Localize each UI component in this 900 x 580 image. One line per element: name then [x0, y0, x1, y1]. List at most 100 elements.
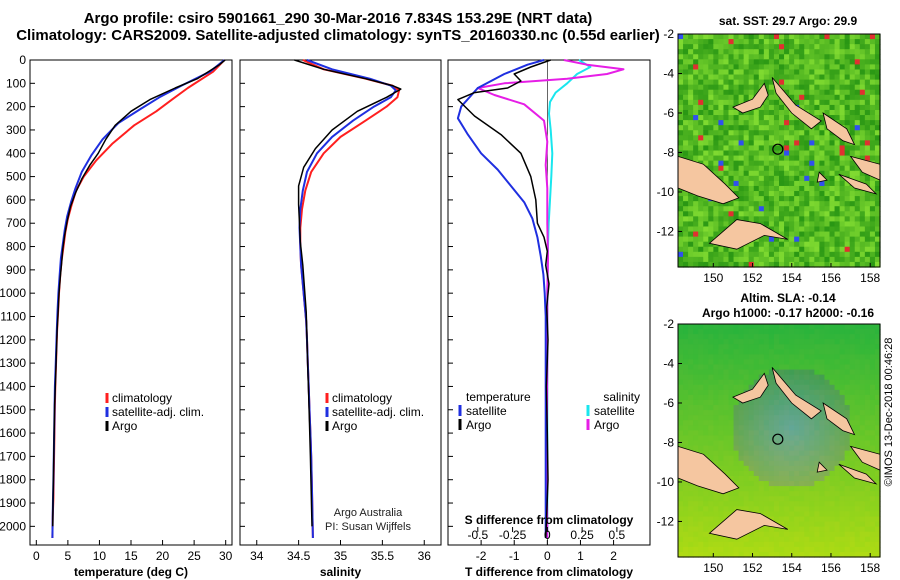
sst-map-cell [683, 191, 689, 197]
sst-map-cell [738, 115, 745, 121]
sla-map-cell [819, 394, 826, 401]
sst-map-cell [683, 150, 689, 157]
sla-map-lat-tick-label: -2 [663, 317, 674, 331]
sst-map-cell [874, 206, 881, 212]
sdiff-tick-label: 0.5 [609, 528, 626, 542]
sla-map-cell [869, 334, 876, 340]
sla-map-cell [834, 481, 841, 487]
sla-map-cell [814, 425, 820, 431]
sla-map-cell [804, 440, 810, 447]
sst-map-cell [869, 241, 876, 248]
sla-map-cell [753, 470, 760, 477]
sst-map-cell [688, 69, 694, 76]
sla-map-cell [748, 470, 755, 477]
sst-map-cell [748, 125, 755, 131]
sla-map-cell [753, 435, 760, 442]
sla-map-cell [859, 521, 866, 528]
sla-map-cell [748, 491, 755, 497]
sst-map-cell [869, 74, 876, 81]
sla-map-cell [683, 521, 689, 528]
sst-map-cell [799, 59, 805, 65]
sla-map-cell [869, 546, 876, 553]
sla-map-cell [804, 435, 810, 442]
sla-map-cell [733, 339, 740, 345]
sst-map-cell [784, 246, 790, 253]
sst-map-cell [708, 206, 714, 212]
sla-map-cell [869, 536, 876, 543]
sla-map-cell [844, 384, 851, 391]
sla-map-cell [678, 344, 684, 350]
sla-map-cell [723, 445, 730, 452]
sst-map-cell [814, 94, 820, 101]
sst-map-cell [834, 59, 841, 65]
sla-map-cell [708, 384, 714, 391]
sst-map-cell [849, 216, 856, 223]
sst-map-cell [859, 44, 866, 50]
sla-map-cell [789, 481, 795, 487]
sst-map-land [708, 219, 788, 250]
sst-map-cell [844, 155, 851, 162]
sla-map-cell [859, 374, 866, 381]
sst-map-cell [718, 120, 725, 126]
sst-map-cell [733, 109, 740, 116]
sst-map-cell [683, 261, 689, 268]
sla-map-cell [819, 496, 826, 502]
sla-map-cell [779, 435, 785, 442]
temperature-argo-diff-line [457, 59, 551, 539]
sla-map-cell [864, 465, 871, 472]
sst-map-cell [799, 160, 805, 167]
sst-map-cell [758, 59, 765, 65]
sst-map-cell [829, 109, 836, 116]
sst-map-cell [864, 94, 871, 101]
sla-map-cell [683, 420, 689, 426]
sla-map-cell [869, 420, 876, 426]
sla-map-cell [834, 465, 841, 472]
sla-map-cell [763, 425, 770, 431]
sst-map-cell [809, 74, 815, 81]
sst-map-cell [738, 170, 745, 177]
sst-map-cell [829, 150, 836, 157]
sst-map-cell [789, 201, 795, 207]
sst-map-cell [713, 165, 719, 172]
sst-map-cell [824, 201, 831, 207]
sla-map-cell [814, 389, 820, 396]
sla-map-cell [723, 551, 730, 558]
sla-map-cell [834, 364, 841, 371]
sst-map-cell [839, 160, 846, 167]
sla-map-cell [718, 455, 725, 462]
sst-map-cell [728, 104, 735, 111]
sla-map-cell [733, 481, 740, 487]
sst-map-cell [748, 34, 755, 40]
sst-map-cell [799, 125, 805, 131]
sla-map-cell [784, 364, 790, 371]
sst-map-cell [819, 231, 826, 238]
sla-map-cell [698, 369, 704, 376]
sst-map-cell [768, 69, 775, 76]
sla-map-cell [708, 496, 714, 502]
sst-map-cell [753, 150, 760, 157]
sla-map-cell [708, 536, 714, 543]
sst-map-cell [784, 170, 790, 177]
sst-map-cell [814, 185, 820, 192]
sla-map-cell [854, 425, 861, 431]
sst-map-cell [784, 206, 790, 212]
sla-map-cell [738, 440, 745, 447]
sla-map-cell [688, 425, 694, 431]
sla-map-cell [708, 354, 714, 361]
sst-map-cell [738, 79, 745, 86]
sst-map-cell [779, 201, 785, 207]
sst-map-cell [688, 256, 694, 263]
sla-map-cell [854, 491, 861, 497]
sla-map-cell [844, 526, 851, 533]
sla-map-cell [768, 334, 775, 340]
sla-map-cell [748, 455, 755, 462]
sla-map-cell [678, 435, 684, 442]
sla-map-cell [779, 324, 785, 330]
sla-map-cell [844, 415, 851, 421]
sst-map-cell [849, 120, 856, 126]
sla-map-cell [688, 354, 694, 361]
sst-map-cell [768, 180, 775, 187]
sla-map-cell [779, 440, 785, 447]
sla-map-cell [844, 435, 851, 442]
sla-map-cell [683, 359, 689, 366]
